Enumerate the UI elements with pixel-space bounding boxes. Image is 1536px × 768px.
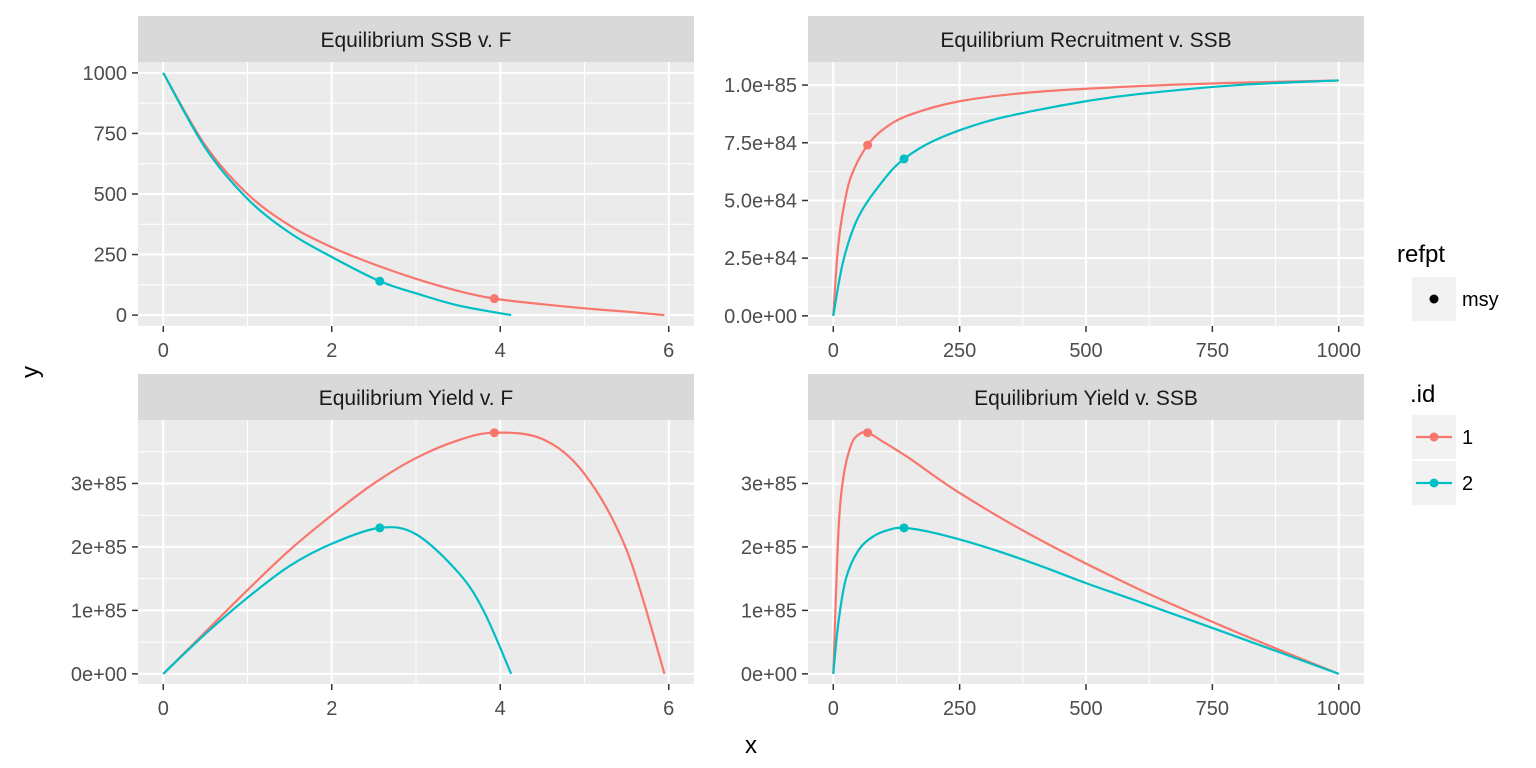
msy-point-id-2 — [375, 523, 385, 533]
panel-title: Equilibrium SSB v. F — [321, 29, 512, 52]
y-tick-label: 5.0e+84 — [724, 190, 797, 212]
y-tick-label: 2e+85 — [741, 537, 797, 559]
series-line-id-2 — [162, 72, 512, 317]
msy-point-id-1 — [489, 428, 499, 438]
msy-point-id-2 — [899, 523, 909, 533]
legend-label-id-2: 2 — [1462, 473, 1473, 495]
legend-label-msy: msy — [1462, 289, 1499, 311]
y-tick-label: 750 — [94, 123, 127, 145]
y-tick-label: 3e+85 — [741, 473, 797, 495]
panel-title: Equilibrium Yield v. F — [319, 387, 514, 410]
y-tick-label: 1000 — [83, 63, 128, 85]
series-line-id-2 — [832, 79, 1339, 317]
panel-strip — [138, 16, 694, 62]
legend-title-id: .id — [1410, 381, 1435, 408]
series-line-id-2 — [832, 526, 1340, 675]
y-tick-label: 2e+85 — [71, 537, 127, 559]
msy-point-id-2 — [375, 276, 385, 286]
x-tick-label: 1000 — [1316, 340, 1361, 362]
x-tick-label: 500 — [1069, 340, 1102, 362]
x-tick-label: 0 — [828, 698, 839, 720]
msy-point-id-1 — [489, 294, 499, 304]
panel-strip — [808, 16, 1364, 62]
panel-1: Equilibrium SSB v. F 0 2 4 6 0 250 500 750 1000 — [83, 16, 694, 362]
legend-point-id-1 — [1429, 432, 1439, 442]
x-tick-label: 250 — [943, 698, 976, 720]
x-tick-label: 0 — [158, 698, 169, 720]
panel-strip — [808, 374, 1364, 420]
msy-point-id-2 — [899, 154, 909, 164]
legend: refpt msy .id 1 2 — [1397, 241, 1499, 505]
series-line-id-1 — [162, 72, 665, 317]
series-line-id-1 — [832, 79, 1339, 316]
y-tick-label: 1e+85 — [741, 600, 797, 622]
panel-3: Equilibrium Yield v. F 0 2 4 6 0e+00 1e+85 2e+8… — [71, 374, 694, 720]
x-tick-label: 4 — [495, 698, 506, 720]
y-tick-label: 1.0e+85 — [724, 75, 797, 97]
x-tick-label: 500 — [1069, 698, 1102, 720]
x-tick-label: 4 — [495, 340, 506, 362]
x-tick-label: 6 — [663, 698, 674, 720]
y-tick-label: 2.5e+84 — [724, 248, 797, 270]
panel-title: Equilibrium Recruitment v. SSB — [940, 29, 1231, 52]
x-tick-label: 750 — [1196, 340, 1229, 362]
series-line-id-1 — [162, 431, 666, 675]
y-tick-label: 250 — [94, 245, 127, 267]
x-tick-label: 1000 — [1316, 698, 1361, 720]
x-tick-label: 0 — [828, 340, 839, 362]
panel-2: Equilibrium Recruitment v. SSB 0 250 500 750… — [724, 16, 1364, 362]
y-tick-label: 0e+00 — [71, 664, 127, 686]
panel-4: Equilibrium Yield v. SSB 0 250 500 750 1000 0e… — [741, 374, 1364, 720]
y-axis-title: y — [17, 366, 44, 378]
panels-layer: Equilibrium SSB v. F0 2 4 602505007501000Eq… — [71, 16, 1364, 720]
x-tick-label: 750 — [1196, 698, 1229, 720]
x-tick-label: 0 — [158, 340, 169, 362]
panel-title: Equilibrium Yield v. SSB — [974, 387, 1198, 410]
y-tick-label: 500 — [94, 184, 127, 206]
y-tick-label: 0 — [116, 305, 127, 327]
msy-point-id-1 — [863, 428, 873, 438]
y-tick-label: 1e+85 — [71, 600, 127, 622]
legend-msy-point — [1429, 294, 1439, 304]
y-tick-label: 0.0e+00 — [724, 306, 797, 328]
x-axis-title: x — [745, 732, 757, 759]
legend-title-refpt: refpt — [1397, 241, 1445, 268]
y-tick-label: 7.5e+84 — [724, 133, 797, 155]
legend-label-id-1: 1 — [1462, 427, 1473, 449]
y-tick-label: 3e+85 — [71, 473, 127, 495]
series-line-id-1 — [832, 431, 1340, 675]
x-tick-label: 2 — [326, 698, 337, 720]
x-tick-label: 6 — [663, 340, 674, 362]
series-line-id-2 — [162, 526, 513, 675]
panel-strip — [138, 374, 694, 420]
legend-point-id-2 — [1429, 478, 1439, 488]
x-tick-label: 250 — [943, 340, 976, 362]
x-tick-label: 2 — [326, 340, 337, 362]
msy-point-id-1 — [863, 140, 873, 150]
y-tick-label: 0e+00 — [741, 664, 797, 686]
